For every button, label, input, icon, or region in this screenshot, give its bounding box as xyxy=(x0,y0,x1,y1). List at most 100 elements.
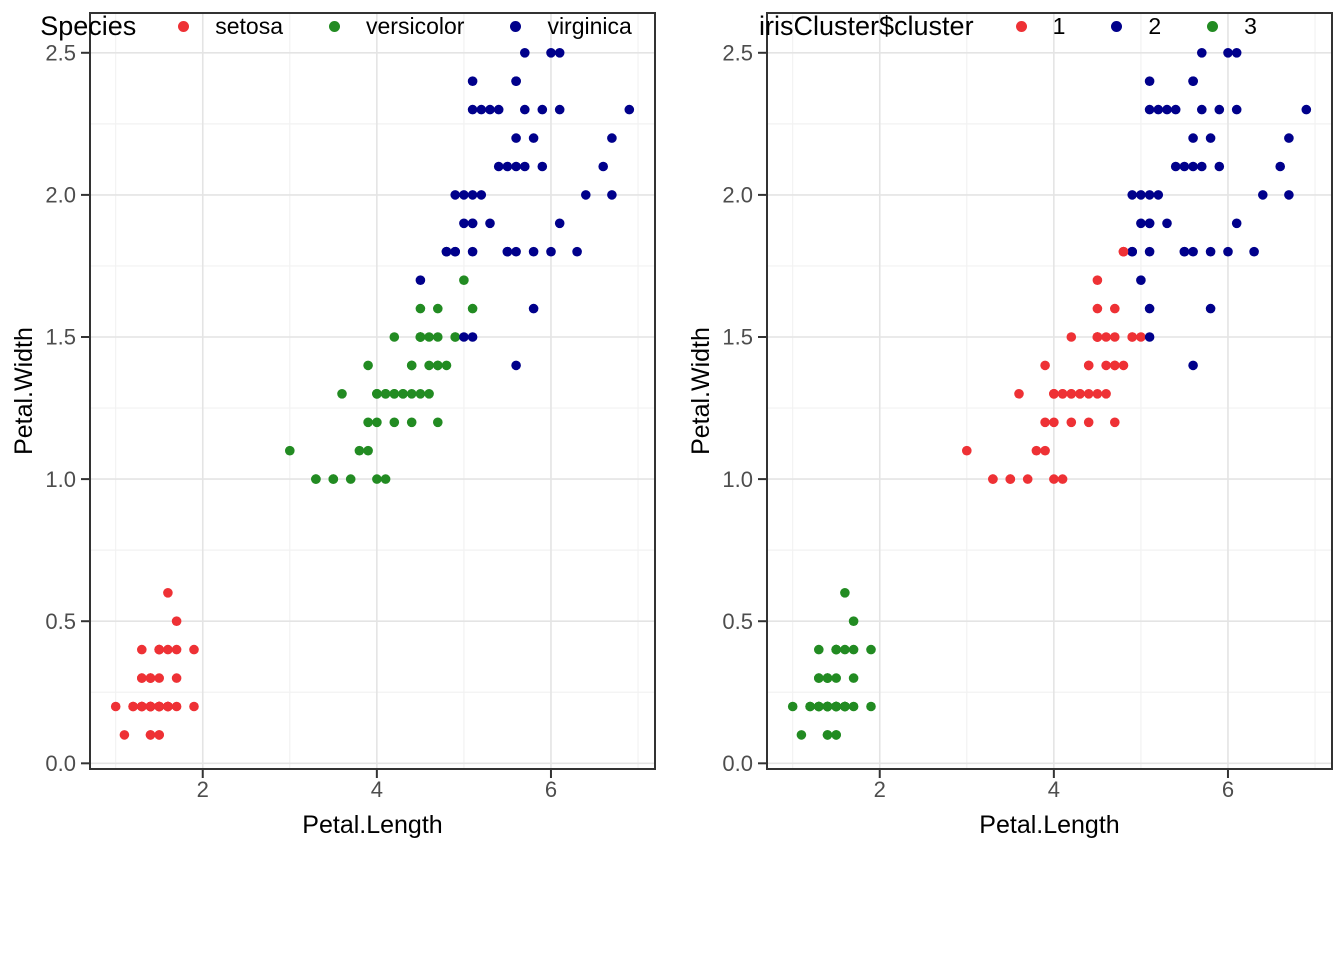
data-point xyxy=(1066,417,1077,428)
data-point xyxy=(537,104,548,115)
data-point xyxy=(467,190,478,200)
setosa-key-dot-icon xyxy=(178,20,190,32)
data-point xyxy=(1153,190,1164,200)
y-axis-title: Petal.Width xyxy=(10,327,38,455)
data-point xyxy=(163,644,173,655)
data-point xyxy=(485,104,495,115)
data-point xyxy=(372,474,382,484)
data-point xyxy=(1066,332,1077,342)
data-point xyxy=(145,701,156,712)
data-point xyxy=(502,246,513,257)
legend-item-virginica: virginica xyxy=(510,13,632,40)
data-point xyxy=(476,190,487,200)
y-tick-label: 2.5 xyxy=(45,40,76,65)
data-point xyxy=(128,701,138,712)
data-point xyxy=(1083,417,1094,428)
data-point xyxy=(415,303,426,314)
data-point xyxy=(1083,389,1094,399)
legend-item-cluster-3: 3 xyxy=(1207,13,1257,40)
cluster-3-key-label: 3 xyxy=(1244,12,1257,39)
data-point xyxy=(511,161,521,172)
data-point xyxy=(814,673,824,683)
data-point xyxy=(1118,360,1129,371)
data-point xyxy=(1092,275,1103,286)
data-point xyxy=(467,246,478,257)
data-point xyxy=(467,104,478,115)
data-point xyxy=(814,644,824,655)
x-tick-label: 4 xyxy=(371,777,383,802)
data-point xyxy=(1144,332,1155,342)
data-point xyxy=(1258,190,1268,200)
data-point xyxy=(866,701,876,712)
data-point xyxy=(363,360,373,371)
y-tick-label: 1.5 xyxy=(722,325,753,350)
data-point xyxy=(380,389,391,399)
data-point xyxy=(1170,104,1181,115)
data-point xyxy=(822,673,833,683)
data-point xyxy=(1049,389,1059,399)
data-point xyxy=(1066,389,1077,399)
data-point xyxy=(285,445,295,456)
data-point xyxy=(848,701,859,712)
data-point xyxy=(389,332,400,342)
x-tick-label: 6 xyxy=(545,777,557,802)
data-point xyxy=(1136,190,1146,200)
data-point xyxy=(537,161,548,172)
data-point xyxy=(493,104,504,115)
data-point xyxy=(1144,246,1155,257)
data-point xyxy=(415,275,426,286)
y-tick-label: 2.0 xyxy=(45,183,76,208)
data-point xyxy=(1101,332,1111,342)
data-point xyxy=(189,644,199,655)
data-point xyxy=(1223,48,1233,58)
data-point xyxy=(1197,104,1207,115)
data-point xyxy=(493,161,504,172)
data-point xyxy=(459,275,469,286)
data-point xyxy=(1127,246,1137,257)
data-point xyxy=(1205,246,1216,257)
scatter-panel-by-cluster: 2 4 6 0.0 0.5 1.0 1.5 2.0 2.5 Petal.Length Petal.W… xyxy=(687,12,1333,839)
panel-border xyxy=(89,12,656,770)
data-point xyxy=(1144,218,1155,229)
y-tick-label: 1.0 xyxy=(45,467,76,492)
data-point xyxy=(433,417,443,428)
x-tick-label: 6 xyxy=(1222,777,1234,802)
data-point xyxy=(511,133,521,143)
versicolor-key-dot-icon xyxy=(329,20,341,32)
y-tick-label: 0.5 xyxy=(45,609,76,634)
data-point xyxy=(1162,104,1172,115)
data-point xyxy=(450,246,461,257)
data-point xyxy=(1092,303,1103,314)
data-point xyxy=(163,701,173,712)
y-tick-label: 1.5 xyxy=(45,325,76,350)
data-point xyxy=(433,332,443,342)
x-tick-label: 2 xyxy=(197,777,209,802)
data-point xyxy=(866,644,876,655)
y-tick-label: 2.5 xyxy=(722,40,753,65)
data-point xyxy=(598,161,608,172)
y-tick-label: 0.5 xyxy=(722,609,753,634)
y-tick-label: 1.0 xyxy=(722,467,753,492)
data-point xyxy=(441,246,452,257)
data-point xyxy=(415,332,426,342)
data-point xyxy=(406,360,417,371)
data-point xyxy=(389,389,400,399)
data-point xyxy=(189,701,199,712)
data-point xyxy=(137,644,147,655)
data-point xyxy=(962,445,972,456)
x-tick-label: 2 xyxy=(874,777,886,802)
panel-border xyxy=(766,12,1333,770)
data-point xyxy=(1057,389,1068,399)
data-point xyxy=(1136,275,1146,286)
data-point xyxy=(822,701,833,712)
y-tick-label: 0.0 xyxy=(722,751,753,776)
data-point xyxy=(822,730,833,740)
data-point xyxy=(1231,48,1242,58)
data-point xyxy=(1144,190,1155,200)
data-point xyxy=(424,360,434,371)
data-point xyxy=(1040,445,1050,456)
data-point xyxy=(110,701,121,712)
data-point xyxy=(154,673,164,683)
data-point xyxy=(311,474,321,484)
